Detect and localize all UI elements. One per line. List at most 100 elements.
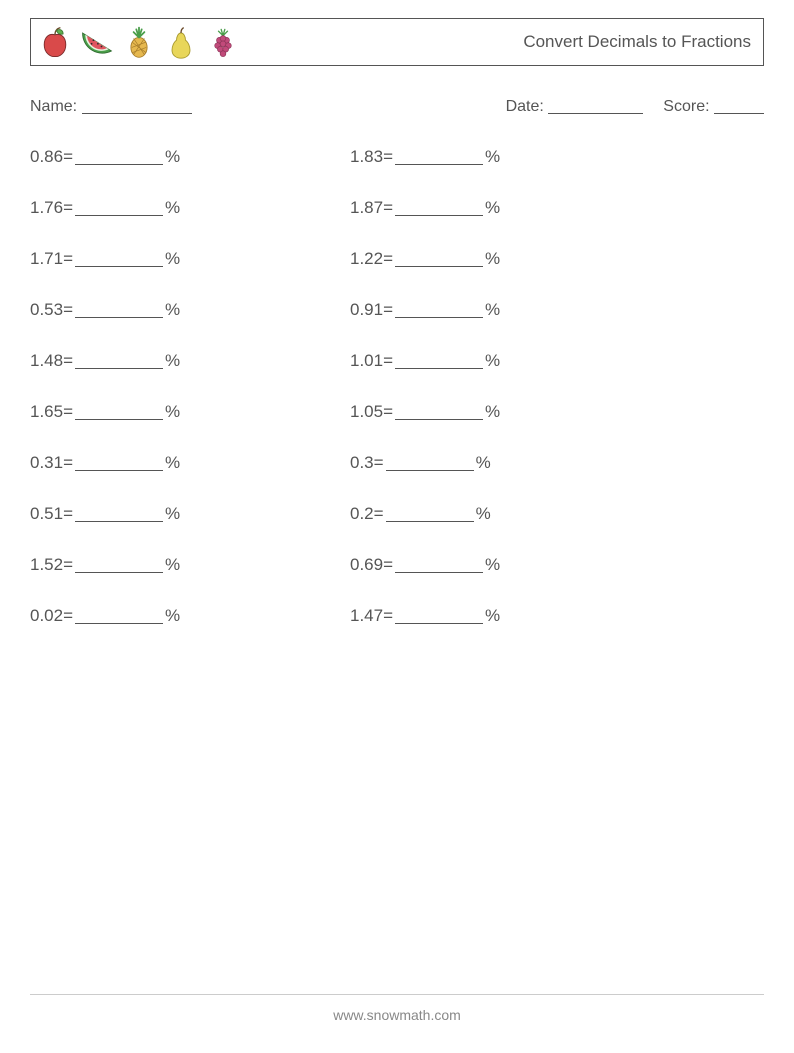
problem: 1.87 = % [350, 195, 670, 218]
problem: 1.83 = % [350, 144, 670, 167]
equals-sign: = [63, 249, 73, 269]
problem: 1.22 = % [350, 246, 670, 269]
answer-blank[interactable] [395, 351, 483, 369]
answer-blank[interactable] [75, 606, 163, 624]
answer-blank[interactable] [386, 453, 474, 471]
equals-sign: = [63, 147, 73, 167]
watermelon-icon [79, 24, 115, 60]
equals-sign: = [374, 504, 384, 524]
problem-number: 0.91 [350, 300, 383, 320]
problem: 0.53 = % [30, 297, 350, 320]
meta-left: Name: [30, 94, 192, 116]
fruit-icons [37, 24, 241, 60]
meta-right: Date: Score: [506, 94, 764, 116]
percent-suffix: % [165, 198, 180, 218]
percent-suffix: % [165, 606, 180, 626]
percent-suffix: % [485, 606, 500, 626]
name-label: Name: [30, 98, 77, 115]
problem-number: 1.52 [30, 555, 63, 575]
problem: 1.48 = % [30, 348, 350, 371]
problem-number: 0.02 [30, 606, 63, 626]
problem-number: 1.65 [30, 402, 63, 422]
percent-suffix: % [485, 402, 500, 422]
percent-suffix: % [485, 351, 500, 371]
problem-number: 0.2 [350, 504, 374, 524]
equals-sign: = [63, 300, 73, 320]
name-blank[interactable] [82, 97, 192, 114]
date-label: Date: [506, 98, 544, 115]
answer-blank[interactable] [75, 555, 163, 573]
answer-blank[interactable] [75, 402, 163, 420]
answer-blank[interactable] [395, 402, 483, 420]
percent-suffix: % [165, 555, 180, 575]
percent-suffix: % [485, 249, 500, 269]
footer-rule [30, 994, 764, 995]
answer-blank[interactable] [395, 198, 483, 216]
percent-suffix: % [165, 147, 180, 167]
problem-number: 0.51 [30, 504, 63, 524]
problem-number: 0.53 [30, 300, 63, 320]
problem-number: 1.83 [350, 147, 383, 167]
answer-blank[interactable] [75, 300, 163, 318]
answer-blank[interactable] [395, 147, 483, 165]
problem: 1.52 = % [30, 552, 350, 575]
equals-sign: = [63, 351, 73, 371]
percent-suffix: % [485, 300, 500, 320]
answer-blank[interactable] [395, 555, 483, 573]
answer-blank[interactable] [395, 606, 483, 624]
equals-sign: = [374, 453, 384, 473]
pineapple-icon [121, 24, 157, 60]
problem: 1.05 = % [350, 399, 670, 422]
answer-blank[interactable] [75, 249, 163, 267]
pear-icon [163, 24, 199, 60]
meta-row: Name: Date: Score: [30, 94, 764, 116]
answer-blank[interactable] [75, 351, 163, 369]
problem: 1.47 = % [350, 603, 670, 626]
problem: 1.71 = % [30, 246, 350, 269]
problem: 0.86 = % [30, 144, 350, 167]
name-field: Name: [30, 94, 192, 116]
problem: 0.69 = % [350, 552, 670, 575]
problem-number: 0.86 [30, 147, 63, 167]
equals-sign: = [383, 198, 393, 218]
answer-blank[interactable] [395, 300, 483, 318]
percent-suffix: % [476, 504, 491, 524]
answer-blank[interactable] [386, 504, 474, 522]
problem-number: 1.48 [30, 351, 63, 371]
problem: 0.31 = % [30, 450, 350, 473]
answer-blank[interactable] [75, 198, 163, 216]
percent-suffix: % [485, 198, 500, 218]
equals-sign: = [383, 351, 393, 371]
percent-suffix: % [165, 351, 180, 371]
score-blank[interactable] [714, 97, 764, 114]
problem-number: 1.76 [30, 198, 63, 218]
equals-sign: = [383, 300, 393, 320]
problem: 1.65 = % [30, 399, 350, 422]
percent-suffix: % [165, 300, 180, 320]
problem-number: 1.22 [350, 249, 383, 269]
score-field: Score: [663, 94, 764, 116]
equals-sign: = [383, 606, 393, 626]
equals-sign: = [63, 453, 73, 473]
percent-suffix: % [165, 453, 180, 473]
problems-grid: 0.86 = %1.83 = %1.76 = %1.87 = %1.71 = %… [30, 144, 764, 626]
percent-suffix: % [485, 555, 500, 575]
raspberry-icon [205, 24, 241, 60]
problem: 0.3 = % [350, 450, 670, 473]
percent-suffix: % [485, 147, 500, 167]
answer-blank[interactable] [75, 147, 163, 165]
problem-number: 0.69 [350, 555, 383, 575]
answer-blank[interactable] [395, 249, 483, 267]
percent-suffix: % [165, 402, 180, 422]
worksheet-title: Convert Decimals to Fractions [523, 32, 751, 52]
date-blank[interactable] [548, 97, 643, 114]
problem-number: 0.3 [350, 453, 374, 473]
equals-sign: = [63, 402, 73, 422]
equals-sign: = [383, 402, 393, 422]
answer-blank[interactable] [75, 504, 163, 522]
score-label: Score: [663, 98, 709, 115]
answer-blank[interactable] [75, 453, 163, 471]
problem-number: 1.71 [30, 249, 63, 269]
equals-sign: = [63, 555, 73, 575]
percent-suffix: % [165, 249, 180, 269]
